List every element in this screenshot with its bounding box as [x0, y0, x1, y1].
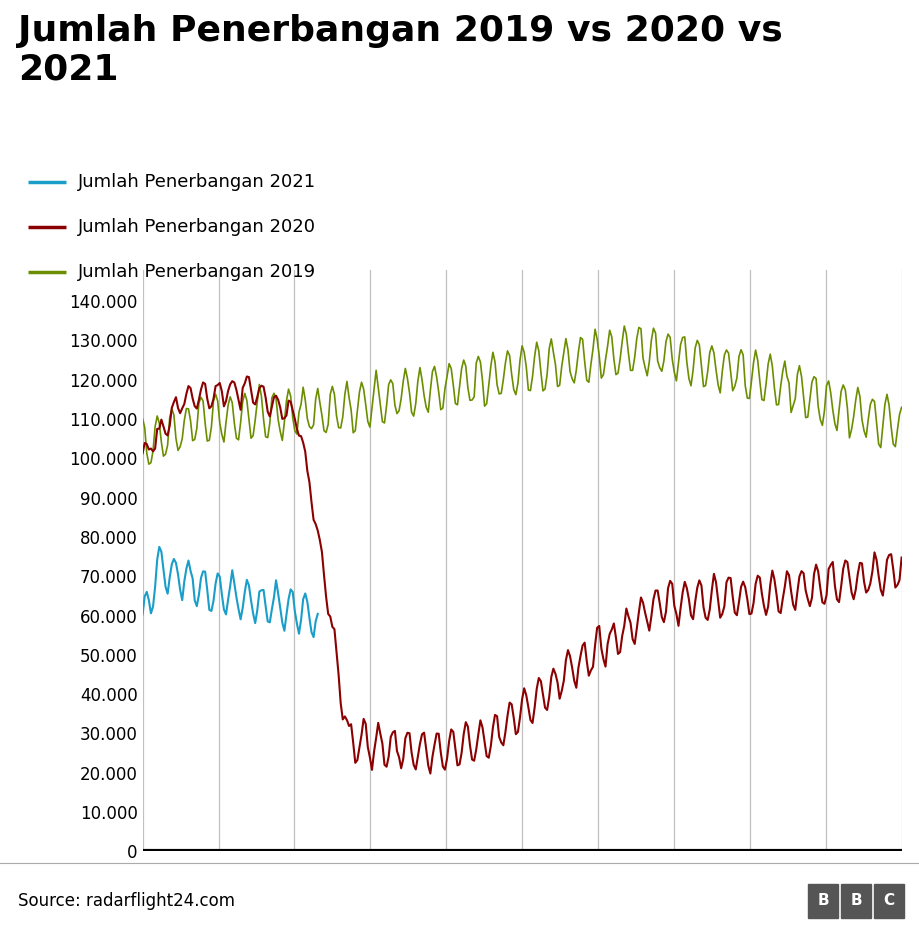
Text: Jumlah Penerbangan 2021: Jumlah Penerbangan 2021	[78, 172, 316, 191]
Text: B: B	[816, 893, 828, 908]
Text: Source: radarflight24.com: Source: radarflight24.com	[18, 891, 235, 910]
Text: Jumlah Penerbangan 2019 vs 2020 vs
2021: Jumlah Penerbangan 2019 vs 2020 vs 2021	[18, 14, 782, 86]
Text: Jumlah Penerbangan 2020: Jumlah Penerbangan 2020	[78, 218, 316, 236]
Text: Jumlah Penerbangan 2019: Jumlah Penerbangan 2019	[78, 263, 316, 282]
Text: B: B	[849, 893, 861, 908]
Text: C: C	[882, 893, 894, 908]
